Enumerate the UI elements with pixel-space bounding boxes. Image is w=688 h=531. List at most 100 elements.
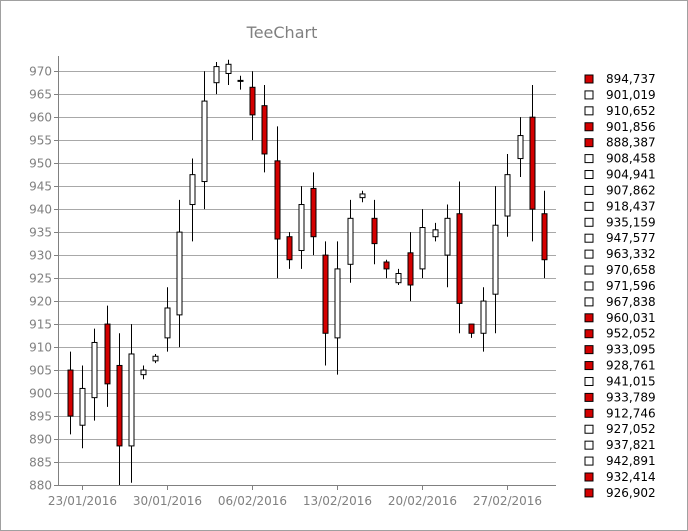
legend-label: 927,052 [606, 422, 656, 436]
legend-swatch [584, 392, 594, 402]
legend-swatch [584, 313, 594, 323]
candle [492, 186, 499, 334]
y-tick-label: 950 [29, 157, 52, 171]
candle [67, 351, 74, 435]
legend-swatch [584, 361, 594, 371]
candle [383, 259, 390, 279]
candle-body [104, 323, 111, 385]
y-tick-label: 885 [29, 456, 52, 470]
candle [189, 158, 196, 242]
legend-swatch [584, 472, 594, 482]
legend-item: 933,095 [584, 343, 656, 357]
legend-swatch [584, 217, 594, 227]
legend-swatch [584, 329, 594, 339]
x-tick-label: 06/02/2016 [218, 494, 287, 508]
candle-body [128, 353, 135, 447]
candle [128, 324, 135, 483]
legend-label: 910,652 [606, 104, 656, 118]
candle-body [201, 100, 208, 183]
legend-item: 967,838 [584, 295, 656, 309]
candles [67, 59, 548, 485]
candle-body [140, 369, 147, 376]
candle [395, 268, 402, 285]
y-tick-label: 965 [29, 88, 52, 102]
x-tick-label: 23/01/2016 [48, 494, 117, 508]
y-tick-label: 970 [29, 65, 52, 79]
candle [237, 75, 244, 90]
candle-body [504, 174, 511, 217]
legend-label: 901,019 [606, 88, 656, 102]
legend-item: 932,414 [584, 470, 656, 484]
legend-label: 970,658 [606, 263, 656, 277]
legend-label: 942,891 [606, 454, 656, 468]
y-tick-label: 915 [29, 318, 52, 332]
legend-swatch [584, 345, 594, 355]
x-tick-label: 13/02/2016 [303, 494, 372, 508]
candle [116, 333, 123, 485]
candle-body [322, 254, 329, 334]
candle-body [541, 213, 548, 261]
candle-body [67, 369, 74, 417]
candle [504, 153, 511, 237]
grid-lines [58, 71, 556, 486]
candle [274, 126, 281, 279]
legend-item: 904,941 [584, 168, 656, 182]
candle [371, 199, 378, 265]
legend-swatch [584, 122, 594, 132]
candle-body [286, 236, 293, 261]
legend-label: 941,015 [606, 374, 656, 388]
legend-label: 967,838 [606, 295, 656, 309]
candle-body [371, 217, 378, 245]
legend-item: 894,737 [584, 72, 656, 86]
legend-swatch [584, 233, 594, 243]
candle-body [456, 213, 463, 304]
candle [310, 172, 317, 256]
legend-label: 908,458 [606, 152, 656, 166]
legend-swatch [584, 249, 594, 259]
candle-body [189, 174, 196, 206]
candle [347, 199, 354, 283]
legend-label: 937,821 [606, 438, 656, 452]
y-tick-label: 895 [29, 410, 52, 424]
legend-item: 928,761 [584, 359, 656, 373]
candle [468, 323, 475, 338]
candle-body [213, 66, 220, 84]
candle [407, 232, 414, 302]
legend-label: 971,596 [606, 279, 656, 293]
candle [456, 181, 463, 334]
candle [529, 84, 536, 242]
legend-item: 901,019 [584, 88, 656, 102]
candle-body [395, 273, 402, 284]
x-tick-label: 20/02/2016 [388, 494, 457, 508]
y-tick-label: 880 [29, 479, 52, 493]
legend-label: 960,031 [606, 311, 656, 325]
legend-label: 947,577 [606, 231, 656, 245]
x-tick-label: 30/01/2016 [133, 494, 202, 508]
legend-item: 935,159 [584, 215, 656, 229]
legend-label: 907,862 [606, 183, 656, 197]
candle-body [529, 116, 536, 210]
legend-item: 937,821 [584, 438, 656, 452]
legend-item: 907,862 [584, 183, 656, 197]
legend-label: 933,095 [606, 343, 656, 357]
legend-swatch [584, 185, 594, 195]
legend-item: 927,052 [584, 422, 656, 436]
candle [419, 209, 426, 279]
candle [432, 222, 439, 242]
legend-item: 971,596 [584, 279, 656, 293]
legend-item: 888,387 [584, 136, 656, 150]
x-tick-label: 27/02/2016 [473, 494, 542, 508]
legend-swatch [584, 376, 594, 386]
legend-swatch [584, 170, 594, 180]
legend-label: 888,387 [606, 136, 656, 150]
candle [286, 232, 293, 269]
legend-label: 918,437 [606, 199, 656, 213]
candle-body [383, 261, 390, 270]
candle-body [347, 217, 354, 265]
candle [480, 287, 487, 352]
legend-item: 970,658 [584, 263, 656, 277]
legend-label: 894,737 [606, 72, 656, 86]
y-tick-label: 910 [29, 341, 52, 355]
legend-swatch [584, 106, 594, 116]
y-tick-label: 960 [29, 111, 52, 125]
